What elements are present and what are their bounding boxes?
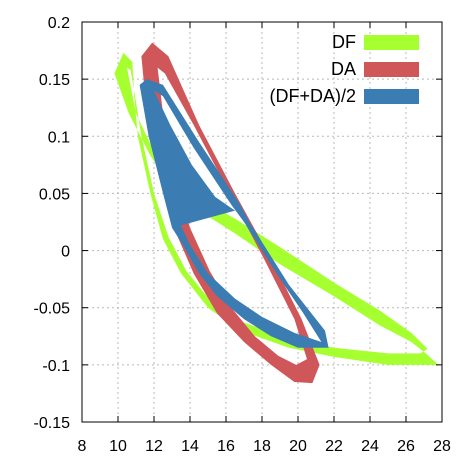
y-tick-label: -0.05 [34, 301, 71, 318]
x-tick-label: 24 [361, 438, 379, 455]
y-tick-label: 0.05 [39, 186, 70, 203]
series-areas [114, 42, 439, 384]
legend-swatch-3 [364, 89, 419, 104]
y-tick-labels: -0.15 -0.1 -0.05 0 0.05 0.1 0.15 0.2 [34, 15, 71, 432]
x-tick-label: 10 [109, 438, 127, 455]
legend-swatch-2 [364, 62, 419, 77]
y-tick-label: -0.15 [34, 415, 71, 432]
y-tick-label: 0.1 [48, 129, 70, 146]
x-tick-label: 12 [145, 438, 163, 455]
x-tick-labels: 8 10 12 14 16 18 20 22 24 26 28 [78, 438, 451, 455]
x-tick-label: 22 [325, 438, 343, 455]
x-tick-label: 18 [253, 438, 271, 455]
x-tick-label: 16 [217, 438, 235, 455]
series-area-3 [139, 79, 329, 348]
x-tick-label: 28 [433, 438, 451, 455]
legend-swatch-1 [364, 35, 419, 50]
legend-label-2: DA [331, 59, 356, 79]
legend: DF DA (DF+DA)/2 [269, 32, 419, 106]
legend-label-1: DF [332, 32, 356, 52]
x-tick-label: 26 [397, 438, 415, 455]
axis-ticks [81, 21, 443, 423]
y-tick-label: 0.15 [39, 72, 70, 89]
x-tick-label: 8 [78, 438, 87, 455]
series-area-1 [114, 52, 439, 365]
x-tick-label: 14 [181, 438, 199, 455]
legend-label-3: (DF+DA)/2 [269, 86, 356, 106]
y-tick-label: 0 [61, 244, 70, 261]
y-tick-label: -0.1 [42, 358, 70, 375]
x-tick-label: 20 [289, 438, 307, 455]
y-tick-label: 0.2 [48, 15, 70, 32]
